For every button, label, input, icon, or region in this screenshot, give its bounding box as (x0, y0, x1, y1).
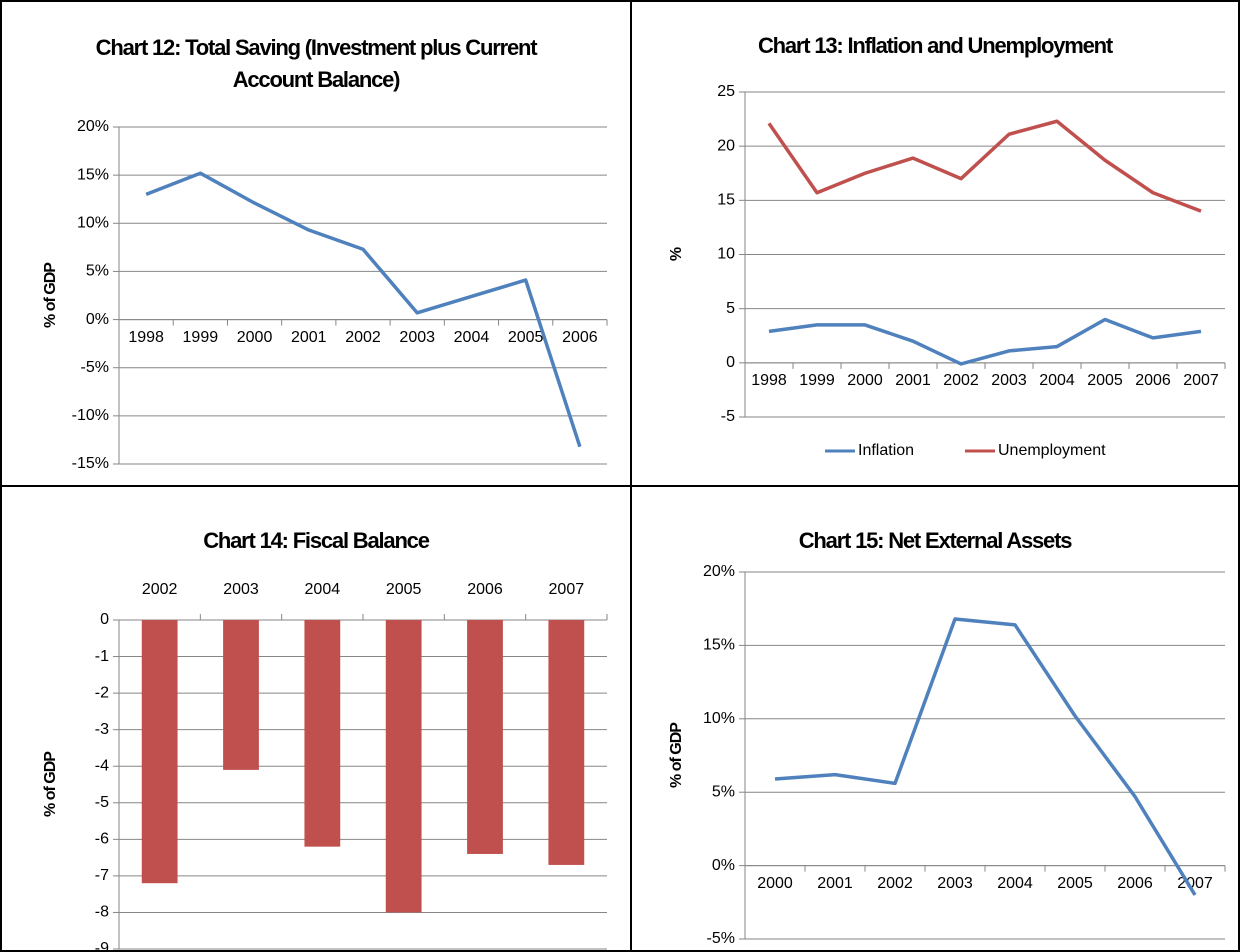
chart-panel: Chart 12: Total Saving (Investment plus … (0, 0, 632, 487)
y-axis-label: % (668, 247, 685, 261)
series-line (767, 119, 1202, 213)
y-tick-label: 15% (703, 637, 735, 654)
x-tick-label: 2006 (1135, 372, 1171, 389)
chart-title: Chart 15: Net External Assets (798, 528, 1073, 553)
y-tick-label: -8 (95, 904, 109, 921)
y-tick-label: -2 (95, 684, 109, 701)
x-tick-label: 2001 (895, 372, 931, 389)
bar (304, 620, 341, 847)
x-tick-label: 2003 (223, 581, 259, 598)
y-tick-label: 25 (717, 83, 735, 100)
y-axis-label: % of GDP (42, 751, 59, 817)
x-tick-label: 1999 (799, 372, 835, 389)
x-tick-label: 2004 (997, 875, 1033, 892)
y-tick-label: 5% (712, 783, 735, 800)
y-tick-label: 15% (77, 166, 109, 183)
y-tick-label: -5 (95, 794, 109, 811)
y-tick-label: 10% (703, 710, 735, 727)
y-tick-label: 10 (717, 246, 735, 263)
y-tick-label: 20 (717, 137, 735, 154)
x-tick-label: 2002 (345, 329, 381, 346)
bar (467, 620, 503, 854)
y-tick-label: 0 (726, 354, 735, 371)
y-tick-label: -9 (95, 940, 109, 950)
chart-panel: Chart 15: Net External Assets -5% 0% 5% 10% 1… (630, 485, 1240, 952)
x-tick-label: 2005 (1057, 875, 1093, 892)
y-tick-label: -10% (72, 407, 109, 424)
y-tick-label: 0% (86, 311, 109, 328)
x-tick-label: 2007 (549, 581, 585, 598)
x-tick-label: 2003 (991, 372, 1027, 389)
legend-label: Unemployment (998, 442, 1106, 459)
chart-panel: Chart 13: Inflation and Unemployment -5 0 5… (630, 0, 1240, 487)
y-axis-label: % of GDP (668, 722, 685, 788)
x-tick-label: 2000 (847, 372, 883, 389)
x-tick-label: 2006 (467, 581, 503, 598)
y-tick-label: 0 (100, 611, 109, 628)
y-tick-label: -15% (72, 455, 109, 472)
x-tick-label: 2004 (1039, 372, 1075, 389)
y-tick-label: -5% (81, 359, 109, 376)
y-tick-label: -7 (95, 867, 109, 884)
x-tick-label: 2004 (305, 581, 341, 598)
x-tick-label: 2005 (1087, 372, 1123, 389)
y-tick-label: -3 (95, 721, 109, 738)
x-tick-label: 2002 (877, 875, 913, 892)
series-line (768, 317, 1202, 366)
x-tick-label: 2001 (817, 875, 853, 892)
bar (141, 620, 178, 884)
x-tick-label: 1998 (128, 329, 164, 346)
y-tick-label: 10% (77, 215, 109, 232)
chart-title: Chart 14: Fiscal Balance (203, 528, 430, 553)
x-tick-label: 2003 (937, 875, 973, 892)
chart: -9 -8 -7 -6 -5 -4 -3 -2 -1 0 % of GDP 2002 2003 2004 2… (42, 581, 608, 950)
y-tick-label: 5 (726, 300, 735, 317)
y-tick-label: 5% (86, 263, 109, 280)
x-tick-label: 1999 (183, 329, 219, 346)
chart: -15% -10% -5% 0% 5% 10% 15% 20% % of GDP 1998 1999… (42, 118, 608, 472)
bar (548, 620, 585, 865)
x-tick-label: 2006 (562, 329, 598, 346)
y-tick-label: -6 (95, 831, 109, 848)
y-tick-label: -4 (95, 757, 109, 774)
bar (385, 620, 422, 913)
x-tick-label: 2007 (1183, 372, 1219, 389)
x-tick-label: 2002 (943, 372, 979, 389)
y-tick-label: 20% (77, 118, 109, 135)
y-tick-label: -5% (707, 930, 735, 947)
x-tick-label: 2005 (386, 581, 422, 598)
chart: -5% 0% 5% 10% 15% 20% % of GDP 2000 2001 2002 2003… (668, 563, 1226, 947)
y-axis-label: % of GDP (42, 262, 59, 328)
y-tick-label: -5 (721, 408, 735, 425)
series-line (774, 617, 1197, 896)
bar (223, 620, 259, 770)
x-tick-label: 1998 (751, 372, 787, 389)
x-tick-label: 2002 (142, 581, 178, 598)
chart-title: Chart 12: Total Saving (Investment plus … (95, 35, 538, 92)
y-tick-label: -1 (95, 648, 109, 665)
chart: -5 0 5 10 15 20 25% 1998 1999 2000 2001 2002 2003 200… (668, 83, 1226, 459)
chart-panel: Chart 14: Fiscal Balance -9 -8 -7 -6 -5 -4 -3 -2… (0, 485, 632, 952)
y-tick-label: 0% (712, 857, 735, 874)
x-tick-label: 2005 (508, 329, 544, 346)
y-tick-label: 15 (717, 192, 735, 209)
series-line (145, 171, 582, 448)
x-tick-label: 2000 (237, 329, 273, 346)
x-tick-label: 2000 (757, 875, 793, 892)
y-tick-label: 20% (703, 563, 735, 580)
chart-title: Chart 13: Inflation and Unemployment (757, 33, 1113, 58)
x-tick-label: 2006 (1117, 875, 1153, 892)
legend-label: Inflation (858, 442, 914, 459)
x-tick-label: 2003 (399, 329, 435, 346)
x-tick-label: 2004 (454, 329, 490, 346)
x-tick-label: 2001 (291, 329, 327, 346)
